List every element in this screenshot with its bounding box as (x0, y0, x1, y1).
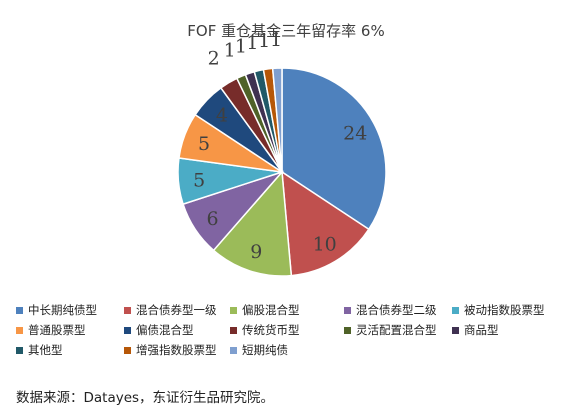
slice-value-label: 24 (343, 123, 367, 145)
pie-slice (281, 170, 370, 277)
legend-label: 其他型 (28, 343, 63, 357)
legend-label: 普通股票型 (28, 323, 86, 337)
slice-value-label: 4 (216, 105, 228, 127)
legend-swatch (230, 307, 237, 314)
legend-swatch (452, 307, 459, 314)
legend-swatch (16, 347, 23, 354)
legend-label: 增强指数股票型 (136, 343, 217, 357)
slice-value-label: 2 (208, 48, 220, 70)
legend-label: 被动指数股票型 (464, 303, 545, 317)
slice-value-label: 1 (224, 40, 236, 62)
slice-value-label: 5 (198, 133, 210, 155)
legend-label: 灵活配置混合型 (356, 323, 437, 337)
legend-item: 灵活配置混合型 (344, 323, 437, 337)
legend-swatch (230, 347, 237, 354)
slice-value-label: 10 (313, 233, 337, 255)
slice-value-label: 1 (270, 29, 282, 51)
legend-item: 混合债券型二级 (344, 303, 437, 317)
legend-swatch (344, 307, 351, 314)
legend-label: 偏股混合型 (242, 303, 300, 317)
legend-swatch (124, 347, 131, 354)
legend-swatch (230, 327, 237, 334)
legend-swatch (452, 327, 459, 334)
legend-item: 传统货币型 (230, 323, 300, 337)
legend-item: 短期纯债 (230, 343, 288, 357)
pie-slice (271, 67, 283, 173)
legend-label: 偏债混合型 (136, 323, 194, 337)
legend-label: 中长期纯债型 (28, 303, 97, 317)
legend-swatch (124, 307, 131, 314)
pie-slices (177, 67, 387, 277)
legend-item: 被动指数股票型 (452, 303, 545, 317)
legend-swatch (16, 307, 23, 314)
legend-swatch (124, 327, 131, 334)
pie-slice (212, 170, 293, 277)
legend-swatch (344, 327, 351, 334)
legend-item: 偏债混合型 (124, 323, 194, 337)
legend-item: 商品型 (452, 323, 499, 337)
legend-label: 混合债券型二级 (356, 303, 437, 317)
legend-label: 混合债券型一级 (136, 303, 217, 317)
legend-label: 商品型 (464, 323, 499, 337)
chart-title: FOF 重仓基金三年留存率 6% (187, 22, 384, 40)
slice-value-label: 1 (235, 35, 247, 57)
source-note: 数据来源：Datayes，东证衍生品研究院。 (16, 390, 275, 406)
legend-item: 其他型 (16, 343, 63, 357)
legend-label: 传统货币型 (242, 323, 300, 337)
legend-label: 短期纯债 (242, 343, 288, 357)
slice-value-label: 1 (258, 30, 270, 52)
legend-item: 中长期纯债型 (16, 303, 97, 317)
slice-value-label: 6 (207, 208, 219, 230)
legend-item: 普通股票型 (16, 323, 86, 337)
legend-item: 混合债券型一级 (124, 303, 217, 317)
slice-value-label: 9 (250, 241, 262, 263)
slice-value-label: 1 (246, 32, 258, 54)
legend-item: 增强指数股票型 (124, 343, 217, 357)
legend-swatch (16, 327, 23, 334)
legend-item: 偏股混合型 (230, 303, 300, 317)
slice-value-label: 5 (193, 169, 205, 191)
